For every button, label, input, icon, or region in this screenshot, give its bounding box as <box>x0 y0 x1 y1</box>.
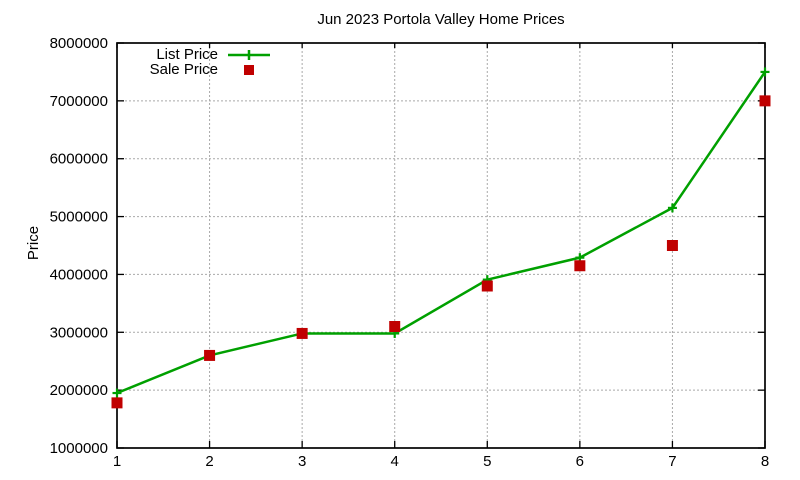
y-tick-label: 5000000 <box>50 209 108 226</box>
y-tick-label: 8000000 <box>50 35 108 52</box>
square-marker <box>204 349 216 361</box>
legend-item-list-price: List Price <box>128 47 271 62</box>
legend-item-sale-price: Sale Price <box>128 62 271 77</box>
square-marker <box>481 280 493 292</box>
y-axis-label: Price <box>25 225 42 261</box>
square-marker <box>389 321 401 332</box>
y-tick-label: 3000000 <box>50 324 108 341</box>
square-marker <box>574 260 586 272</box>
y-tick-label: 7000000 <box>50 93 108 110</box>
y-tick-label: 4000000 <box>50 266 108 283</box>
plot-border <box>116 42 766 449</box>
x-tick-label: 4 <box>391 453 399 470</box>
y-tick-label: 1000000 <box>50 440 108 457</box>
x-tick-label: 1 <box>113 453 121 470</box>
x-tick-label: 5 <box>483 453 491 470</box>
square-marker <box>296 327 308 339</box>
y-tick-label: 6000000 <box>50 151 108 168</box>
legend-label-list-price: List Price <box>156 46 218 63</box>
square-marker-icon <box>227 62 271 78</box>
x-tick-label: 3 <box>298 453 306 470</box>
x-tick-label: 7 <box>668 453 676 470</box>
chart-title: Jun 2023 Portola Valley Home Prices <box>317 11 565 28</box>
legend: List Price Sale Price <box>128 47 271 77</box>
x-tick-label: 8 <box>761 453 769 470</box>
line-plus-marker-icon <box>227 47 271 63</box>
square-marker <box>759 95 771 107</box>
square-marker <box>111 397 123 409</box>
series-list-price-line <box>116 71 767 395</box>
x-tick-label: 2 <box>205 453 213 470</box>
y-tick-label: 2000000 <box>50 382 108 399</box>
legend-label-sale-price: Sale Price <box>149 61 218 78</box>
x-tick-label: 6 <box>576 453 584 470</box>
square-marker <box>666 240 678 251</box>
